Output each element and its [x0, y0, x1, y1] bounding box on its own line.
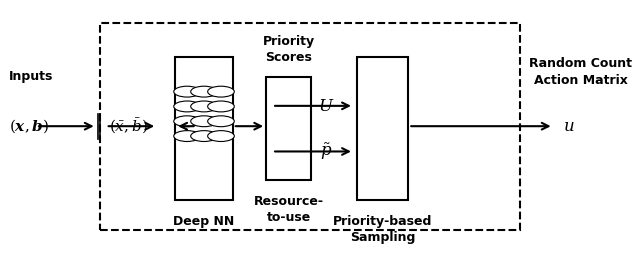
Text: Priority
Scores: Priority Scores: [262, 36, 315, 65]
Text: $\tilde{p}$: $\tilde{p}$: [321, 141, 333, 162]
Text: Random Count
Action Matrix: Random Count Action Matrix: [529, 57, 632, 87]
Circle shape: [207, 86, 234, 97]
Bar: [175, 57, 233, 200]
Bar: [100, 23, 520, 230]
Circle shape: [207, 101, 234, 112]
Text: $(\bar{x}, \bar{b})$: $(\bar{x}, \bar{b})$: [109, 117, 147, 136]
Text: Resource-
to-use: Resource- to-use: [254, 195, 324, 224]
Circle shape: [174, 101, 200, 112]
Text: $(\boldsymbol{x}, \boldsymbol{b})$: $(\boldsymbol{x}, \boldsymbol{b})$: [9, 117, 49, 135]
Bar: [357, 57, 408, 200]
Circle shape: [174, 131, 200, 141]
Circle shape: [207, 131, 234, 141]
Circle shape: [207, 116, 234, 127]
Text: Deep NN: Deep NN: [173, 215, 235, 228]
Text: Inputs: Inputs: [9, 70, 53, 83]
Bar: [266, 77, 312, 181]
Circle shape: [174, 86, 200, 97]
Text: $u$: $u$: [563, 117, 574, 135]
Circle shape: [174, 116, 200, 127]
Circle shape: [191, 116, 218, 127]
Text: Priority-based
Sampling: Priority-based Sampling: [333, 215, 432, 244]
Circle shape: [191, 101, 218, 112]
Circle shape: [191, 131, 218, 141]
Circle shape: [191, 86, 218, 97]
Text: $U$: $U$: [318, 97, 335, 115]
